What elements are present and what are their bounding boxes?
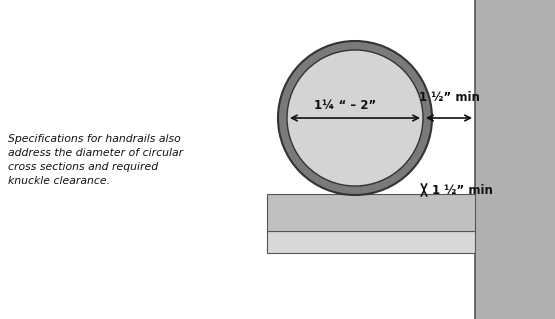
Polygon shape [267, 194, 475, 231]
Polygon shape [340, 186, 370, 194]
Text: Specifications for handrails also
address the diameter of circular
cross section: Specifications for handrails also addres… [8, 133, 184, 186]
Polygon shape [267, 231, 475, 253]
Ellipse shape [287, 50, 423, 186]
Ellipse shape [278, 41, 432, 195]
Text: 1¼ “ – 2”: 1¼ “ – 2” [314, 99, 376, 112]
Text: 1 ½” min: 1 ½” min [418, 91, 480, 104]
Polygon shape [475, 0, 555, 319]
Text: 1 ½” min: 1 ½” min [432, 183, 493, 197]
